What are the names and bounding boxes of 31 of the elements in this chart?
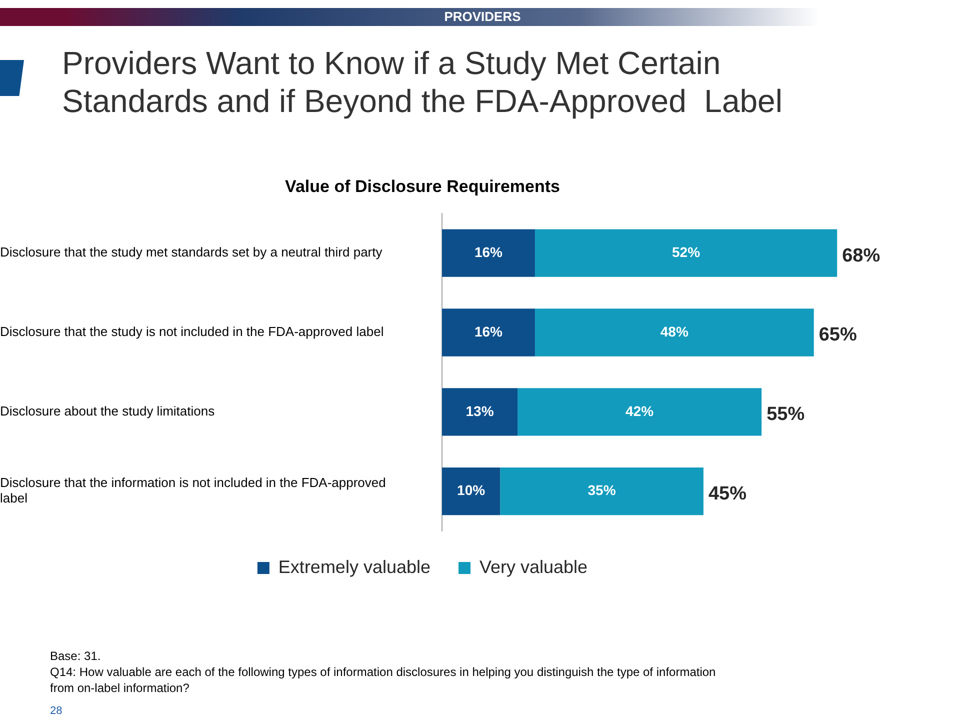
chart-title: Providers Want to Know if a Study Met Certain Standards and if Beyond the FDA-Approved Label xyxy=(62,44,784,120)
bar xyxy=(442,388,518,436)
text: Q14: How valuable are each of the following types of information disclosures in helping you distinguish the type of information from on-label information? xyxy=(50,664,717,696)
bar xyxy=(442,308,535,356)
data-label: 13% xyxy=(466,402,494,419)
data-label: 48% xyxy=(660,323,689,340)
y-tick-label: Disclosure that the study met standards set by a neutral third party xyxy=(0,244,383,260)
total-label: 65% xyxy=(818,324,857,346)
data-label: 52% xyxy=(672,244,701,260)
bar xyxy=(500,467,704,516)
data-label: 16% xyxy=(474,244,504,260)
text: Base: 31. xyxy=(50,648,102,664)
bar xyxy=(442,467,500,516)
bar xyxy=(534,229,838,277)
data-label: 10% xyxy=(457,482,486,498)
data-label: 16% xyxy=(474,323,504,340)
y-tick-label: Disclosure about the study limitations xyxy=(0,403,216,418)
y-tick-label: Disclosure that the study is not included in the FDA-approved label xyxy=(0,324,384,340)
bar xyxy=(442,229,535,277)
total-label: 55% xyxy=(766,404,805,426)
total-label: 68% xyxy=(842,245,880,266)
chart-subtitle: Value of Disclosure Requirements xyxy=(285,176,560,196)
total-label: 45% xyxy=(708,484,747,505)
y-tick-label: Disclosure that the information is not included in the FDA-approved label xyxy=(0,475,386,506)
bar xyxy=(518,388,762,436)
legend-label: Very valuable xyxy=(480,556,588,577)
data-label: 42% xyxy=(626,402,654,419)
text: 28 xyxy=(50,705,62,717)
bar xyxy=(534,308,814,356)
legend-label: Extremely valuable xyxy=(278,556,431,577)
data-label: 35% xyxy=(588,482,616,498)
